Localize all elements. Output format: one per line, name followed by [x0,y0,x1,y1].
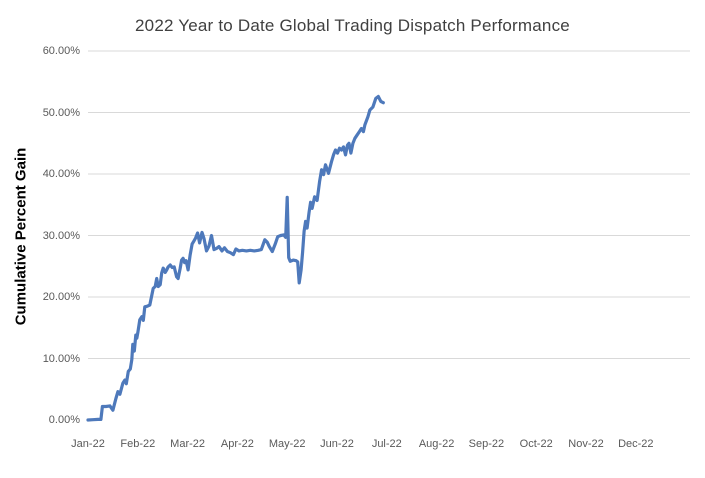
x-tick-label: Jan-22 [71,438,105,450]
x-tick-label: Feb-22 [120,438,156,450]
chart-title: 2022 Year to Date Global Trading Dispatc… [135,16,570,35]
x-tick-label: Mar-22 [170,438,206,450]
x-tick-label: Oct-22 [519,438,553,450]
y-tick-label: 30.00% [42,229,80,242]
plot-area [86,50,690,422]
performance-line [86,94,385,422]
y-tick-label: 0.00% [48,414,80,426]
y-tick-label: 50.00% [42,106,80,119]
y-tick-label: 10.00% [42,352,80,365]
x-tick-label: Apr-22 [220,438,254,450]
x-tick-label: Aug-22 [418,438,455,450]
x-tick-label: May-22 [268,438,306,450]
y-tick-label: 40.00% [42,168,80,180]
x-tick-label: Sep-22 [468,438,505,450]
x-tick-label: Dec-22 [618,438,654,450]
x-tick-label: Nov-22 [568,438,604,450]
x-tick-label: Jul-22 [371,438,402,450]
y-tick-label: 20.00% [42,291,80,303]
y-tick-label: 60.00% [42,45,80,57]
x-tick-label: Jun-22 [320,438,354,450]
